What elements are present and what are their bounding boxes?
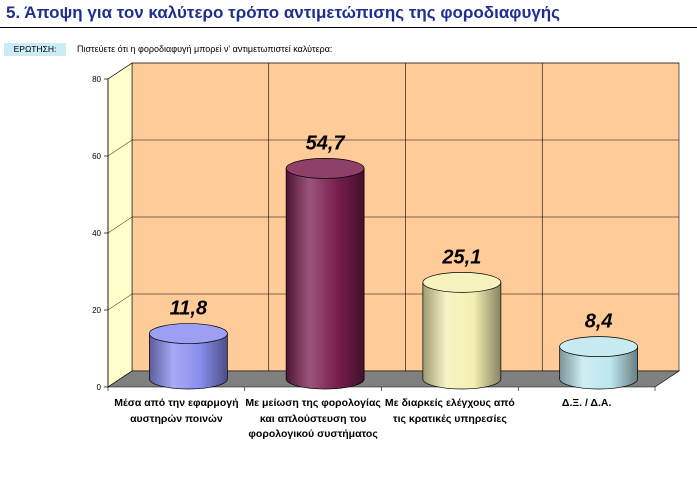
- bar-top-1: [149, 323, 228, 344]
- bar-3: [422, 282, 502, 390]
- chart-bars: [149, 158, 638, 390]
- data-labels: 11,8 54,7 25,1 8,4: [170, 132, 613, 332]
- data-label-2: 54,7: [306, 132, 346, 154]
- bar-top-4: [559, 336, 638, 358]
- category-label-1: Μέσα από την εφαρμογή αυστηρών ποινών: [114, 397, 239, 425]
- gridline-side: [107, 293, 133, 311]
- gridline-side: [107, 139, 133, 157]
- gridline-side: [107, 216, 133, 234]
- data-label-3: 25,1: [441, 246, 481, 268]
- y-tick-label: 20: [92, 306, 101, 315]
- bar-4: [559, 346, 638, 390]
- title-divider: [0, 27, 697, 28]
- y-tick-label: 0: [97, 383, 102, 392]
- gridline-side: [107, 62, 133, 80]
- data-label-4: 8,4: [585, 311, 613, 333]
- y-tick-label: 60: [92, 152, 101, 161]
- bar-top-3: [422, 272, 502, 293]
- bar-2: [285, 168, 365, 390]
- question-tag: ΕΡΩΤΗΣΗ:: [4, 43, 66, 56]
- page-title: 5. Άποψη για τον καλύτερο τρόπο αντιμετώ…: [6, 3, 561, 22]
- question-text: Πιστεύετε ότι η φοροδιαφυγή μπορεί ν' αν…: [77, 44, 333, 54]
- y-axis: 0 20 40 60 80: [92, 75, 109, 392]
- bar-1: [149, 333, 228, 390]
- y-tick-label: 40: [92, 229, 101, 238]
- bar-top-2: [285, 158, 365, 179]
- category-label-3: Με διαρκείς ελέγχους από τις κρατικές υπ…: [384, 397, 515, 425]
- category-label-2: Με μείωση της φορολογίας και απλούστευση…: [245, 397, 381, 440]
- data-label-1: 11,8: [170, 298, 208, 320]
- category-label-4: Δ.Ξ. / Δ.Α.: [561, 397, 612, 409]
- y-tick-label: 80: [92, 75, 101, 84]
